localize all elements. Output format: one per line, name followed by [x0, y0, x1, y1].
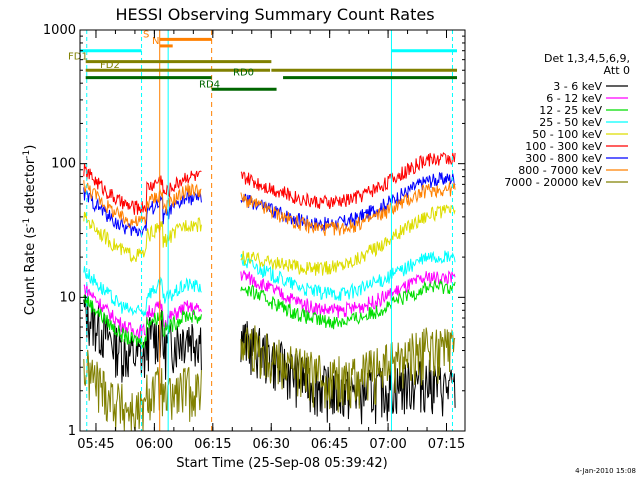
x-tick-label: 06:45 [311, 437, 348, 452]
legend-entry-label: 800 - 7000 keV [518, 164, 602, 177]
x-tick-label: 07:00 [369, 437, 406, 452]
x-tick-label: 06:00 [136, 437, 173, 452]
flag-label: RD4 [199, 79, 220, 90]
legend-entry-label: 300 - 800 keV [525, 152, 602, 165]
x-axis: 05:45 06:00 06:15 06:30 06:45 07:00 07:15 [77, 30, 465, 452]
y-tick-label: 1 [68, 424, 76, 439]
series-line [83, 325, 456, 432]
legend-header: Att 0 [604, 64, 630, 77]
legend-entry-label: 100 - 300 keV [525, 140, 602, 153]
flag-label: FD1 [68, 52, 88, 63]
series-line [83, 180, 456, 237]
plot-content: SN FD1 FD2 RD0 RD4 [68, 29, 458, 432]
legend-entry-label: 3 - 6 keV [553, 80, 602, 93]
legend-entry-label: 25 - 50 keV [539, 116, 602, 129]
flag-label: FD2 [100, 60, 120, 71]
y-tick-label: 10 [59, 290, 76, 305]
footer-date: 4-Jan-2010 15:08 [575, 467, 636, 475]
series-line [83, 279, 456, 350]
chart-title: HESSI Observing Summary Count Rates [115, 5, 434, 24]
legend-header: Det 1,3,4,5,6,9, [544, 52, 630, 65]
y-tick-label: 1000 [43, 23, 76, 38]
x-tick-label: 05:45 [77, 437, 114, 452]
series-line [83, 250, 456, 317]
y-axis-label: Count Rate (s-1 detector-1) [22, 145, 38, 316]
series-line [83, 270, 456, 339]
flag-label: RD0 [233, 68, 254, 79]
legend-entry-label: 6 - 12 keV [546, 92, 602, 105]
legend-entry-label: 12 - 25 keV [539, 104, 602, 117]
x-tick-label: 06:30 [252, 437, 289, 452]
y-tick-label: 100 [51, 157, 76, 172]
y-axis: 1 10 100 1000 [43, 23, 465, 439]
flag-label: N [152, 36, 159, 47]
x-tick-label: 07:15 [428, 437, 465, 452]
flag-label: S [143, 29, 149, 40]
series-line [83, 204, 456, 276]
legend-entry-label: 7000 - 20000 keV [504, 176, 602, 189]
legend-entry-label: 50 - 100 keV [532, 128, 602, 141]
x-tick-label: 06:15 [194, 437, 231, 452]
x-axis-label: Start Time (25-Sep-08 05:39:42) [176, 456, 387, 471]
plot-frame [79, 29, 466, 432]
series-line [83, 152, 456, 215]
